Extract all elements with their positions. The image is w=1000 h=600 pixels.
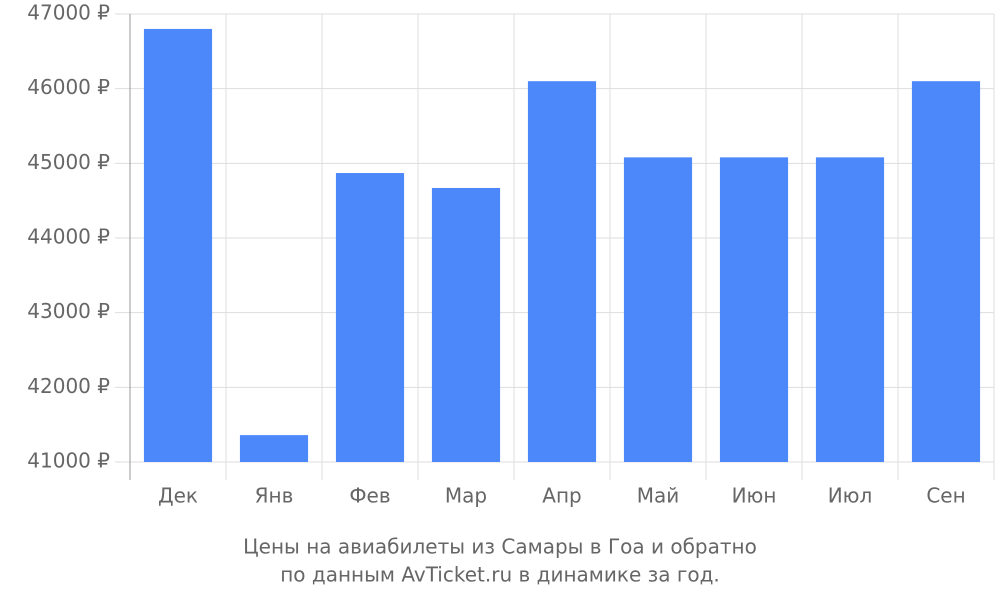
y-tick-label: 47000 ₽ [27,1,110,25]
y-tick-label: 46000 ₽ [27,75,110,99]
x-tick-label: Дек [158,484,198,508]
y-tick-label: 44000 ₽ [27,225,110,249]
y-tick-label: 43000 ₽ [27,299,110,323]
bar [623,157,693,463]
x-tick-label: Мар [445,484,487,508]
bar [239,435,309,462]
x-tick-label: Июл [828,484,873,508]
x-tick-label: Фев [349,484,390,508]
chart-title: Цены на авиабилеты из Самары в Гоа и обр… [243,535,757,559]
bar [911,81,981,462]
bar [719,157,789,463]
chart-title: по данным AvTicket.ru в динамике за год. [280,563,720,587]
x-tick-label: Май [637,484,680,508]
y-tick-label: 42000 ₽ [27,374,110,398]
y-tick-label: 41000 ₽ [27,449,110,473]
bar [431,187,501,462]
bar [527,81,597,462]
bar [143,28,213,463]
y-tick-label: 45000 ₽ [27,150,110,174]
x-tick-label: Сен [926,484,965,508]
x-tick-label: Апр [542,484,581,508]
x-tick-label: Янв [255,484,294,508]
bar [815,157,885,463]
bar [335,173,405,463]
x-tick-label: Июн [732,484,777,508]
